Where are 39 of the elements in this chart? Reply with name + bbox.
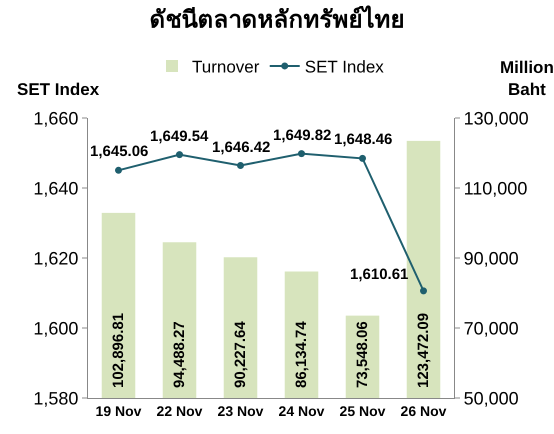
point	[420, 287, 427, 294]
point	[298, 150, 305, 158]
data-label: 1,610.61	[350, 266, 408, 283]
data-label: 73,548.06	[354, 321, 371, 388]
y-axis-title: SET Index	[17, 80, 100, 99]
x-tick-label: 19 Nov	[96, 402, 142, 419]
y-tick-label: 1,640	[33, 178, 78, 198]
legend-label: SET Index	[304, 58, 384, 77]
data-label: 1,648.46	[334, 131, 392, 148]
y2-tick-label: 130,000	[464, 108, 529, 128]
data-label: 1,649.82	[273, 127, 332, 144]
point	[115, 166, 122, 174]
data-label: 90,227.64	[232, 320, 249, 388]
point	[359, 154, 366, 162]
chart-title: ดัชนีตลาดหลักทรัพย์ไทย	[150, 4, 404, 34]
y-tick-label: 1,620	[33, 248, 78, 268]
data-label: 86,134.74	[293, 320, 310, 388]
legend-label: Turnover	[192, 58, 260, 77]
point	[237, 162, 244, 170]
x-tick-label: 22 Nov	[156, 402, 203, 419]
data-label: 1,645.06	[90, 143, 148, 160]
data-label: 94,488.27	[171, 321, 188, 388]
data-label: 123,472.09	[415, 312, 432, 388]
point	[176, 151, 183, 158]
data-label: 1,646.42	[212, 139, 270, 156]
y2-tick-label: 90,000	[464, 248, 519, 268]
data-label: 1,649.54	[150, 128, 210, 145]
data-label: 102,896.81	[110, 312, 127, 388]
x-tick-label: 23 Nov	[218, 402, 264, 419]
y-tick-label: 1,580	[33, 388, 78, 408]
x-tick-label: 26 Nov	[400, 402, 447, 419]
y-tick-label: 1,660	[33, 108, 78, 128]
y2-axis-title: Million Baht	[500, 58, 554, 100]
x-tick-label: 24 Nov	[278, 402, 325, 419]
y-tick-label: 1,600	[33, 318, 78, 338]
x-tick-label: 25 Nov	[340, 402, 386, 419]
y2-tick-label: 70,000	[464, 318, 519, 338]
y2-tick-label: 110,000	[464, 178, 528, 198]
y2-tick-label: 50,000	[464, 388, 519, 408]
